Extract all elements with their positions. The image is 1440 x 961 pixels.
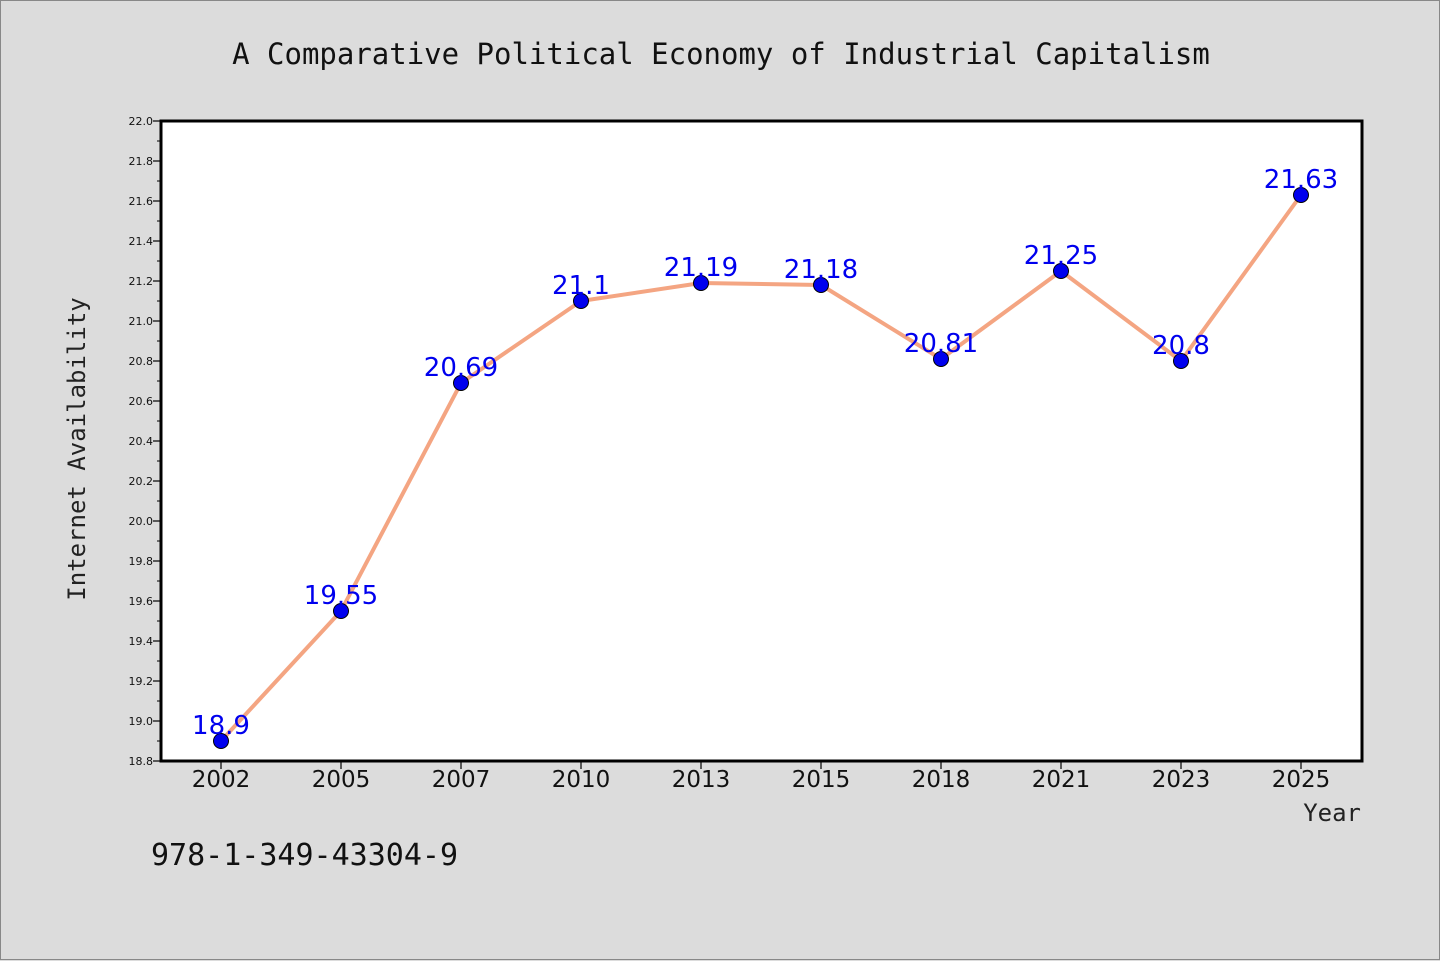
data-label: 20.69 bbox=[424, 353, 498, 383]
data-label: 21.18 bbox=[784, 255, 858, 285]
y-tick-label: 22.0 bbox=[129, 115, 154, 128]
y-axis: 18.8 19.0 19.2 19.4 19.6 19.8 20.0 20.2 20.4 20.6… bbox=[129, 115, 161, 768]
y-tick-label: 21.8 bbox=[129, 155, 154, 168]
x-tick-label: 2015 bbox=[792, 767, 851, 793]
x-tick-label: 2002 bbox=[192, 767, 251, 793]
data-point bbox=[1173, 353, 1189, 369]
y-tick-label: 19.0 bbox=[129, 715, 154, 728]
data-label: 19.55 bbox=[304, 581, 378, 611]
x-tick-label: 2025 bbox=[1272, 767, 1331, 793]
data-label: 21.63 bbox=[1264, 165, 1338, 195]
y-tick-label: 20.2 bbox=[129, 475, 154, 488]
data-point bbox=[813, 277, 829, 293]
y-tick-label: 18.8 bbox=[129, 755, 154, 768]
data-label: 21.19 bbox=[664, 253, 738, 283]
x-tick-label: 2018 bbox=[912, 767, 971, 793]
x-tick-label: 2021 bbox=[1032, 767, 1091, 793]
x-tick-label: 2023 bbox=[1152, 767, 1211, 793]
data-point bbox=[213, 733, 229, 749]
y-tick-label: 21.4 bbox=[129, 235, 154, 248]
y-tick-label: 21.2 bbox=[129, 275, 154, 288]
plot-area bbox=[159, 119, 1364, 763]
x-tick-label: 2005 bbox=[312, 767, 371, 793]
footer-code: 978-1-349-43304-9 bbox=[151, 838, 458, 873]
series-layer bbox=[213, 187, 1309, 749]
x-tick-label: 2007 bbox=[432, 767, 491, 793]
data-label: 20.81 bbox=[904, 329, 978, 359]
series-line bbox=[219, 193, 1303, 743]
y-tick-label: 20.6 bbox=[129, 395, 154, 408]
data-label: 18.9 bbox=[192, 711, 250, 741]
y-axis-title: Internet Availability bbox=[63, 297, 91, 600]
data-point bbox=[933, 351, 949, 367]
data-label: 21.1 bbox=[552, 271, 610, 301]
y-tick-label: 21.6 bbox=[129, 195, 154, 208]
x-tick-label: 2013 bbox=[672, 767, 731, 793]
chart-title: A Comparative Political Economy of Indus… bbox=[232, 37, 1210, 71]
y-tick-label: 20.0 bbox=[129, 515, 154, 528]
data-point bbox=[453, 375, 469, 391]
x-tick-label: 2010 bbox=[552, 767, 611, 793]
data-point bbox=[1053, 263, 1069, 279]
data-label: 21.25 bbox=[1024, 241, 1098, 271]
data-point bbox=[693, 275, 709, 291]
data-point bbox=[333, 603, 349, 619]
y-tick-label: 21.0 bbox=[129, 315, 154, 328]
y-tick-label: 19.8 bbox=[129, 555, 154, 568]
data-label-layer: 18.9 19.55 20.69 21.1 21.19 21.18 20.81 21.25 20… bbox=[192, 165, 1338, 741]
x-axis: 2002 2005 2007 2010 2013 2015 2018 2021 2023 2025 bbox=[192, 761, 1331, 793]
y-tick-label: 19.2 bbox=[129, 675, 154, 688]
y-tick-label: 20.4 bbox=[129, 435, 154, 448]
x-axis-title: Year bbox=[1303, 799, 1361, 827]
data-point bbox=[1293, 187, 1309, 203]
y-tick-label: 20.8 bbox=[129, 355, 154, 368]
data-point bbox=[573, 293, 589, 309]
y-tick-label: 19.4 bbox=[129, 635, 154, 648]
y-tick-label: 19.6 bbox=[129, 595, 154, 608]
data-label: 20.8 bbox=[1152, 331, 1210, 361]
